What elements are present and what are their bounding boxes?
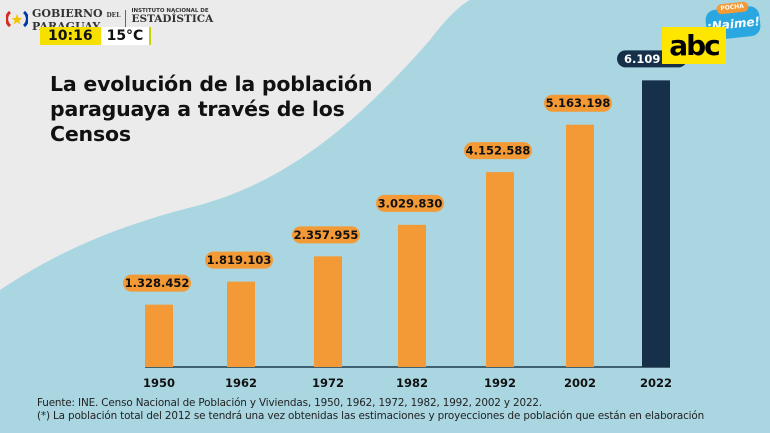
gov-logo-line2: PARAGUAY [32,20,100,33]
clock-time: 10:16 [40,27,101,45]
value-label-1982: 3.029.830 [376,194,444,212]
logo-divider [125,10,127,30]
value-label-1992: 4.152.588 [464,142,532,160]
value-label-text: 4.152.588 [466,144,531,158]
gov-logo-line1: GOBIERNO [32,7,103,20]
header-logos: GOBIERNO DEL PARAGUAY INSTITUTO NACIONAL… [5,8,213,32]
bar-1950 [145,304,173,367]
gov-logo-del: DEL [106,12,121,19]
clock-weather-bar: 10:16 15°C [40,27,152,45]
chart-title: La evolución de la población paraguaya a… [50,72,373,146]
ine-logo-line1: INSTITUTO NACIONAL DE [131,8,209,14]
value-label-1972: 2.357.955 [292,226,360,244]
ine-logo-text: INSTITUTO NACIONAL DE ESTADÍSTICA [131,8,213,25]
paraguay-emblem-icon [5,8,29,30]
bar-2022 [642,80,670,367]
value-label-pill [292,226,360,244]
ine-logo-line2: ESTADÍSTICA [131,13,214,25]
temperature: 15°C [100,27,152,45]
x-tick-1982: 1982 [396,376,428,390]
value-label-text: 2.357.955 [294,228,359,242]
bar-1972 [314,256,342,367]
value-label-text: 1.819.103 [207,253,272,267]
value-label-text: 3.029.830 [378,196,443,210]
abc-logo: abc [662,27,726,64]
value-label-pill [544,94,612,112]
value-label-pill [464,142,532,160]
x-tick-1972: 1972 [312,376,344,390]
value-label-text: 6.109 [624,52,660,66]
x-tick-2002: 2002 [564,376,596,390]
value-label-pill [123,274,191,292]
x-tick-2022: 2022 [640,376,672,390]
source-note: Fuente: INE. Censo Nacional de Población… [37,397,543,409]
footer-notes: Fuente: INE. Censo Nacional de Población… [37,397,704,423]
gov-logo-text: GOBIERNO DEL PARAGUAY [32,8,120,32]
x-tick-1992: 1992 [484,376,516,390]
footnote: (*) La población total del 2012 se tendr… [37,410,705,422]
x-tick-1950: 1950 [143,376,175,390]
bar-2002 [566,124,594,367]
x-tick-1962: 1962 [225,376,257,390]
pocha-badge-top: POCHA [715,1,749,15]
bar-1982 [398,224,426,367]
value-label-text: 5.163.198 [546,96,611,110]
value-label-2002: 5.163.198 [544,94,612,112]
value-label-pill [376,194,444,212]
value-label-pill [205,251,273,269]
value-label-1962: 1.819.103 [205,251,273,269]
bar-1992 [486,172,514,367]
value-label-text: 1.328.452 [125,276,190,290]
bar-1962 [227,281,255,367]
value-label-1950: 1.328.452 [123,274,191,292]
